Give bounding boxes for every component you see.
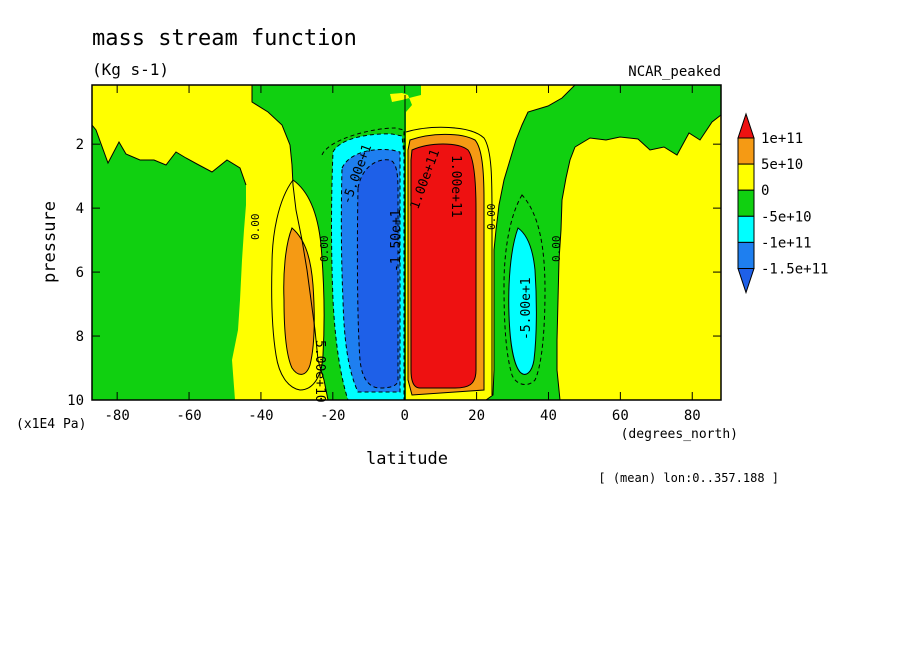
x-axis-units: (degrees_north) bbox=[621, 427, 738, 442]
colorbar-label: -1e+11 bbox=[761, 235, 812, 251]
colorbar-swatch bbox=[737, 163, 755, 191]
colorbar-min-arrow bbox=[737, 268, 755, 295]
y-tick-label: 2 bbox=[76, 137, 84, 153]
contour-label: 5.00e+10 bbox=[312, 340, 327, 403]
contour-fill-north-tropical-red bbox=[410, 143, 477, 389]
footnote: [ (mean) lon:0..357.188 ] bbox=[598, 471, 779, 485]
contour-label: 0.00 bbox=[485, 204, 498, 231]
plot-frame bbox=[91, 84, 722, 401]
x-tick-label: -80 bbox=[105, 408, 130, 424]
colorbar: 1e+11 5e+10 0 -5e+10 -1e+11 -1.5e+11 bbox=[737, 112, 828, 295]
colorbar-swatch bbox=[737, 137, 755, 165]
contour-lines bbox=[91, 84, 722, 401]
contour-label: 0.00 bbox=[318, 236, 331, 263]
y-axis-label: pressure bbox=[40, 201, 60, 283]
x-tick-label: 20 bbox=[468, 408, 485, 424]
contour-label: 1.00e+11 bbox=[448, 155, 463, 218]
y-tick-label: 4 bbox=[76, 201, 84, 217]
y-axis: 2 4 6 8 10 bbox=[67, 137, 721, 409]
colorbar-label: -1.5e+11 bbox=[761, 262, 828, 278]
contour-label: 0.00 bbox=[550, 236, 563, 263]
colorbar-swatch bbox=[737, 189, 755, 217]
colorbar-label: 5e+10 bbox=[761, 157, 803, 173]
contour-label: 0.00 bbox=[249, 214, 262, 241]
contour-fill-positive-south bbox=[92, 85, 328, 400]
colorbar-swatch bbox=[737, 241, 755, 269]
contour-label: -1.50e+1 bbox=[389, 209, 404, 272]
x-tick-label: -20 bbox=[320, 408, 345, 424]
contour-fill-positive-north bbox=[557, 85, 721, 400]
y-tick-label: 6 bbox=[76, 265, 84, 281]
y-tick-label: 10 bbox=[67, 393, 84, 409]
y-axis-units: (x1E4 Pa) bbox=[16, 417, 86, 432]
x-axis: -80 -60 -40 -20 0 20 40 60 80 bbox=[105, 85, 701, 424]
colorbar-swatch bbox=[737, 215, 755, 243]
contour-label: -5.00e+1 bbox=[519, 277, 534, 340]
contour-fill-south-tropical-core bbox=[356, 159, 399, 389]
chart-units: (Kg s-1) bbox=[92, 60, 169, 79]
x-tick-label: -40 bbox=[248, 408, 273, 424]
colorbar-label: 0 bbox=[761, 183, 769, 199]
x-tick-label: 60 bbox=[612, 408, 629, 424]
plot-area: 0.00 5.00e+10 0.00 -5.00e+1 -1.50e+1 1.0… bbox=[67, 84, 722, 424]
x-tick-label: 80 bbox=[684, 408, 701, 424]
dataset-name: NCAR_peaked bbox=[628, 64, 721, 80]
y-tick-label: 8 bbox=[76, 329, 84, 345]
chart-title: mass stream function bbox=[92, 26, 357, 51]
contour-fill-south-cell-core bbox=[283, 227, 315, 375]
x-tick-label: 0 bbox=[400, 408, 408, 424]
x-tick-label: 40 bbox=[540, 408, 557, 424]
colorbar-label: 1e+11 bbox=[761, 131, 803, 147]
x-axis-label: latitude bbox=[366, 449, 448, 469]
contour-fill-north-cell-core bbox=[508, 227, 537, 375]
colorbar-max-arrow bbox=[737, 112, 755, 139]
x-tick-label: -60 bbox=[176, 408, 201, 424]
colorbar-label: -5e+10 bbox=[761, 209, 812, 225]
